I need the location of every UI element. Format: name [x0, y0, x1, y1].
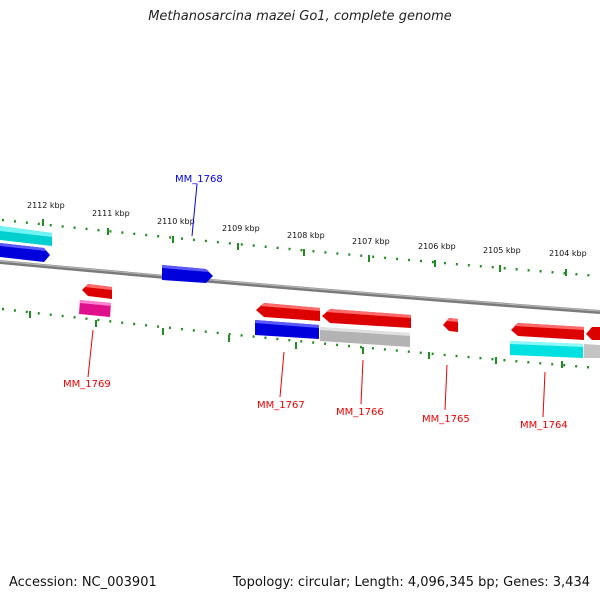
reverse-gene-mm1766[interactable]: [322, 309, 411, 328]
genome-backbone: [0, 260, 600, 314]
gray-feature-right-edge[interactable]: [584, 344, 600, 358]
gene-label-mm1769[interactable]: MM_1769: [63, 379, 111, 390]
reverse-gene-mm1769[interactable]: [82, 284, 112, 299]
scale-label: 2110 kbp: [157, 217, 195, 226]
reverse-gene-right-edge[interactable]: [586, 327, 600, 340]
scale-label: 2106 kbp: [418, 242, 456, 251]
scale-label: 2107 kbp: [352, 237, 390, 246]
forward-gene-mm1768[interactable]: [162, 265, 213, 283]
cyan-feature-left[interactable]: [0, 226, 52, 246]
label-leader-mm1766: [360, 359, 364, 405]
gene-label-mm1766[interactable]: MM_1766: [336, 407, 384, 418]
genome-backbone-highlight: [0, 260, 600, 312]
accession-text: Accession: NC_003901: [9, 575, 157, 590]
reverse-gene-mm1767[interactable]: [256, 303, 320, 321]
label-leader-mm1769: [87, 329, 94, 378]
scale-label: 2104 kbp: [549, 249, 587, 258]
reverse-gene-mm1764[interactable]: [511, 323, 584, 340]
label-leader-mm1764: [542, 371, 546, 418]
scale-label: 2105 kbp: [483, 246, 521, 255]
scale-label: 2111 kbp: [92, 209, 130, 218]
label-leader-mm1765: [444, 364, 448, 411]
upper-major-ticks: [42, 219, 567, 276]
label-leader-mm1768: [191, 183, 198, 237]
label-leader-mm1767: [279, 351, 285, 398]
forward-feature-mm1767[interactable]: [255, 320, 319, 339]
genome-summary-text: Topology: circular; Length: 4,096,345 bp…: [232, 575, 590, 590]
scale-label: 2109 kbp: [222, 224, 260, 233]
gene-label-mm1768[interactable]: MM_1768: [175, 174, 223, 185]
lower-major-ticks: [29, 311, 563, 368]
pink-feature-mm1769[interactable]: [79, 300, 111, 317]
gene-label-mm1767[interactable]: MM_1767: [257, 400, 305, 411]
gene-label-mm1765[interactable]: MM_1765: [422, 414, 470, 425]
reverse-gene-mm1765[interactable]: [443, 318, 458, 332]
scale-label: 2108 kbp: [287, 231, 325, 240]
cyan-feature-mm1764[interactable]: [510, 341, 583, 358]
forward-gene-left[interactable]: [0, 243, 50, 262]
scale-label: 2112 kbp: [27, 201, 65, 210]
genome-title: Methanosarcina mazei Go1, complete genom…: [148, 9, 452, 24]
gene-label-mm1764[interactable]: MM_1764: [520, 420, 568, 431]
gray-feature-mm1766[interactable]: [320, 327, 410, 347]
